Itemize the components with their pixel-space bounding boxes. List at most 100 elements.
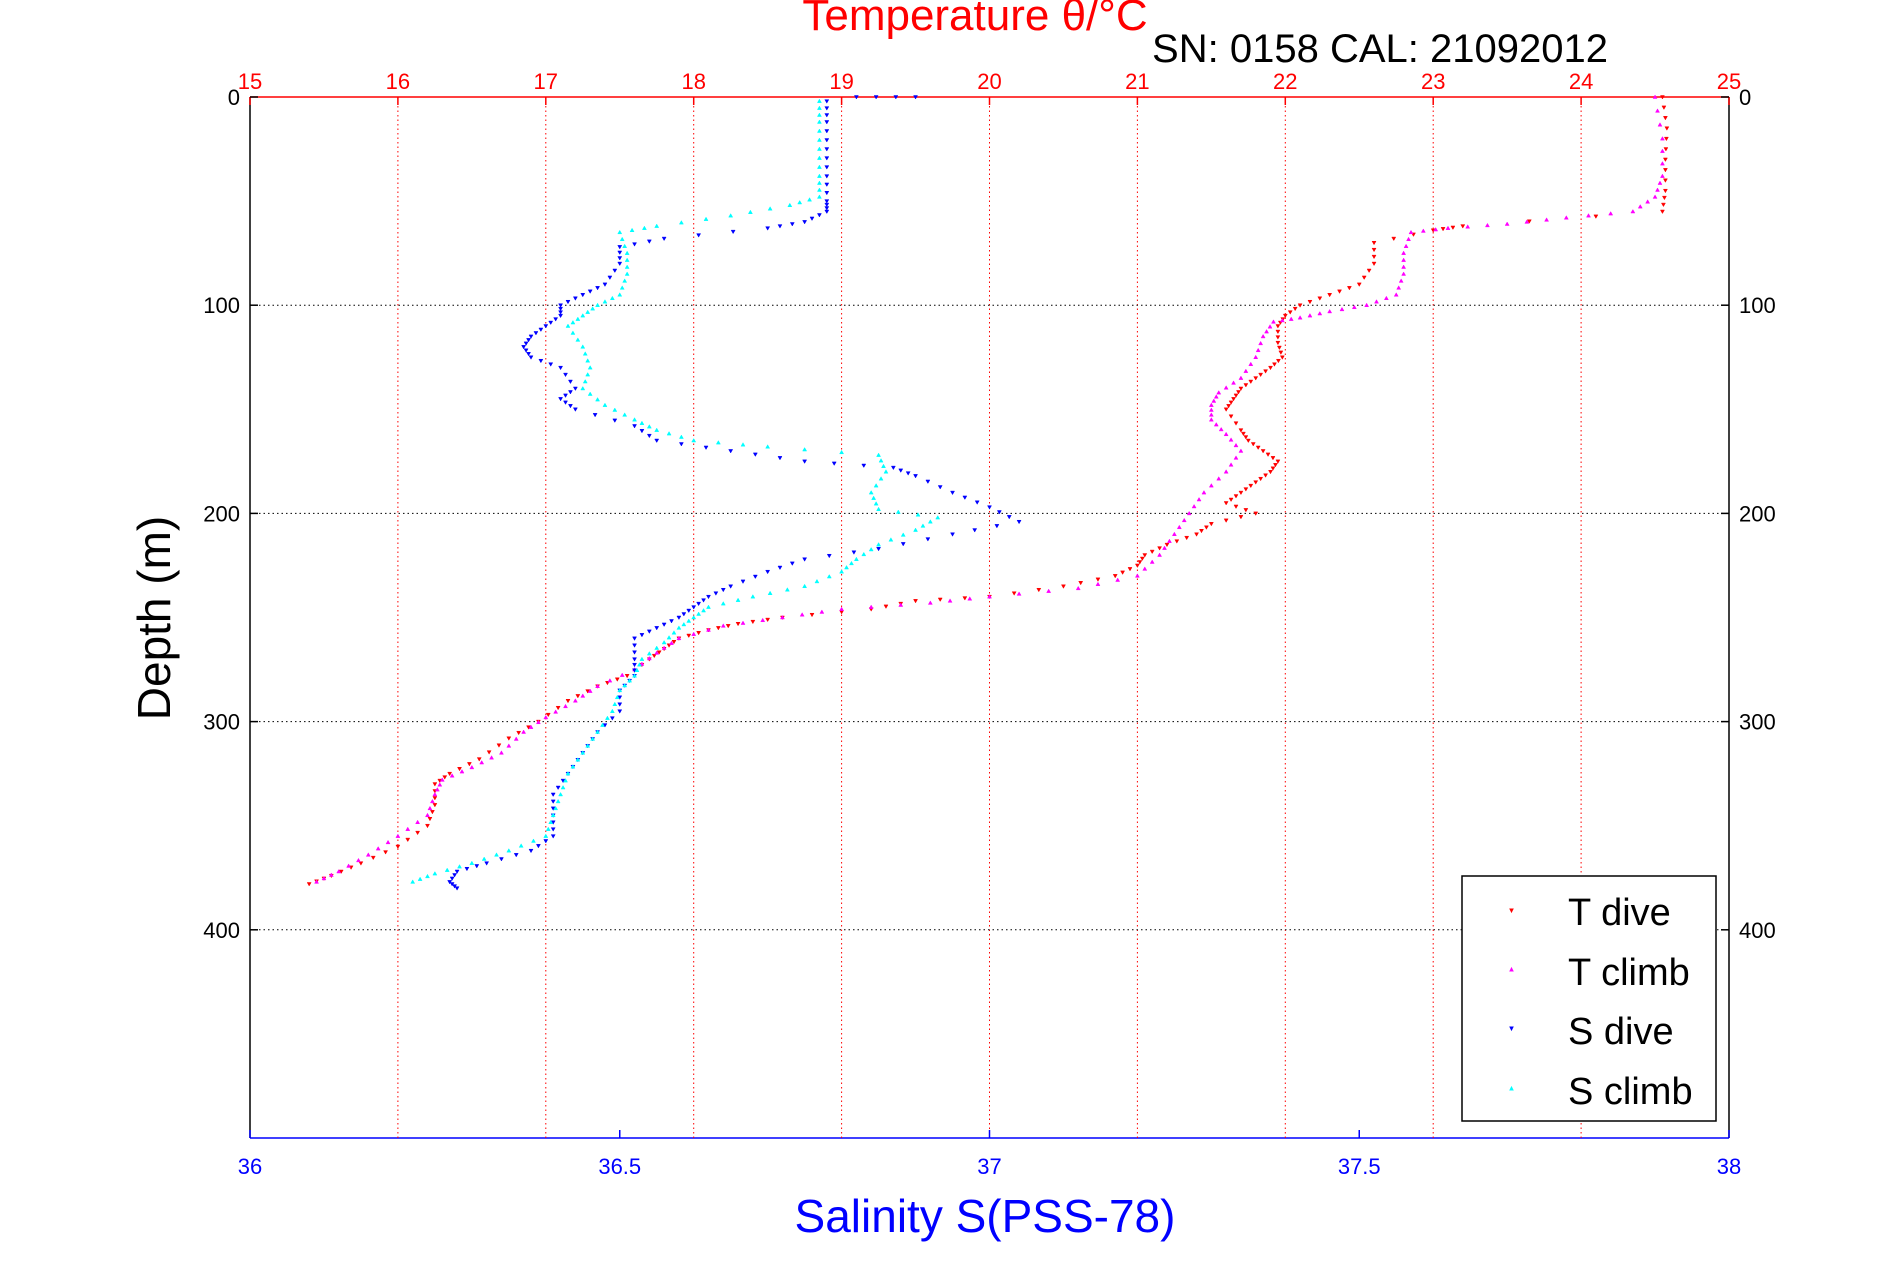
data-point bbox=[452, 873, 458, 878]
data-point bbox=[1258, 372, 1264, 378]
data-point bbox=[876, 547, 882, 552]
top-tick-label: 20 bbox=[977, 69, 1001, 94]
data-point bbox=[585, 309, 591, 314]
data-point bbox=[521, 729, 527, 734]
left-tick-label: 100 bbox=[203, 293, 240, 318]
data-point bbox=[1460, 224, 1466, 229]
data-point bbox=[1231, 397, 1236, 402]
data-point bbox=[814, 578, 820, 584]
data-point bbox=[654, 438, 660, 444]
data-point bbox=[1228, 462, 1234, 467]
data-point bbox=[543, 324, 549, 329]
data-point bbox=[1271, 319, 1276, 324]
top-tick-label: 23 bbox=[1421, 69, 1445, 94]
data-point bbox=[489, 755, 495, 760]
data-point bbox=[691, 605, 697, 610]
data-point bbox=[1016, 519, 1022, 525]
data-point bbox=[1233, 421, 1239, 426]
data-point bbox=[568, 379, 573, 385]
data-point bbox=[513, 853, 519, 858]
data-point bbox=[696, 233, 702, 238]
data-point bbox=[893, 95, 899, 100]
data-point bbox=[819, 609, 825, 614]
data-point bbox=[565, 771, 571, 776]
data-point bbox=[1662, 178, 1668, 183]
data-point bbox=[526, 338, 531, 343]
data-point bbox=[802, 583, 808, 589]
data-point bbox=[686, 618, 692, 623]
data-point bbox=[1401, 250, 1407, 255]
data-point bbox=[1255, 445, 1261, 450]
data-point bbox=[442, 775, 448, 780]
data-point bbox=[1440, 227, 1446, 232]
data-point bbox=[816, 213, 822, 218]
data-point bbox=[612, 407, 618, 412]
data-point bbox=[1243, 368, 1249, 373]
data-point bbox=[1263, 473, 1269, 478]
data-point bbox=[469, 860, 475, 865]
data-point bbox=[639, 633, 645, 638]
data-point bbox=[1279, 355, 1285, 360]
data-point bbox=[624, 271, 630, 276]
legend-box bbox=[1461, 875, 1717, 1122]
data-point bbox=[506, 848, 512, 853]
data-point bbox=[1186, 510, 1192, 516]
data-point bbox=[328, 872, 334, 877]
data-point bbox=[824, 129, 830, 134]
data-point bbox=[1346, 286, 1352, 291]
data-point bbox=[740, 620, 746, 625]
data-point bbox=[624, 674, 630, 679]
data-point bbox=[1240, 431, 1246, 437]
data-point bbox=[646, 239, 652, 244]
data-point bbox=[582, 351, 588, 356]
data-point bbox=[765, 444, 771, 449]
data-point bbox=[1248, 379, 1254, 385]
data-point bbox=[1662, 157, 1668, 162]
data-point bbox=[696, 601, 702, 607]
data-point bbox=[1265, 452, 1271, 457]
legend-entry-t-dive: T dive bbox=[1509, 892, 1671, 934]
data-point bbox=[637, 662, 642, 667]
data-point bbox=[824, 147, 830, 152]
data-point bbox=[802, 447, 808, 452]
data-point bbox=[543, 833, 549, 838]
data-point bbox=[1661, 195, 1667, 201]
data-point bbox=[720, 623, 726, 628]
data-point bbox=[713, 591, 719, 596]
data-point bbox=[550, 827, 556, 832]
data-point bbox=[1366, 268, 1372, 274]
data-point bbox=[787, 202, 793, 208]
data-point bbox=[545, 826, 551, 831]
data-point bbox=[1396, 285, 1402, 290]
data-point bbox=[506, 743, 512, 748]
data-point bbox=[609, 708, 615, 713]
data-point bbox=[824, 206, 830, 211]
data-point bbox=[528, 848, 534, 854]
data-point bbox=[632, 673, 637, 678]
data-point bbox=[824, 174, 830, 179]
data-point bbox=[558, 306, 564, 312]
data-point bbox=[346, 863, 352, 868]
data-point bbox=[555, 705, 561, 711]
data-point bbox=[1401, 264, 1407, 269]
data-point bbox=[797, 199, 803, 205]
data-point bbox=[876, 542, 882, 547]
data-point bbox=[1243, 435, 1249, 440]
data-point bbox=[1211, 398, 1217, 403]
data-point bbox=[1243, 487, 1249, 492]
chart-title: Temperature θ/°C bbox=[802, 0, 1147, 40]
data-point bbox=[617, 687, 623, 693]
data-point bbox=[816, 119, 822, 124]
data-point bbox=[1465, 224, 1471, 229]
data-point bbox=[927, 519, 933, 524]
data-point bbox=[1371, 254, 1377, 260]
data-point bbox=[614, 677, 620, 682]
data-point bbox=[691, 631, 697, 636]
data-point bbox=[1356, 282, 1362, 287]
data-point bbox=[1233, 442, 1239, 448]
data-point bbox=[706, 604, 711, 609]
data-point bbox=[592, 413, 598, 418]
data-point bbox=[425, 873, 430, 879]
data-point bbox=[526, 352, 531, 357]
data-point bbox=[1371, 240, 1377, 246]
